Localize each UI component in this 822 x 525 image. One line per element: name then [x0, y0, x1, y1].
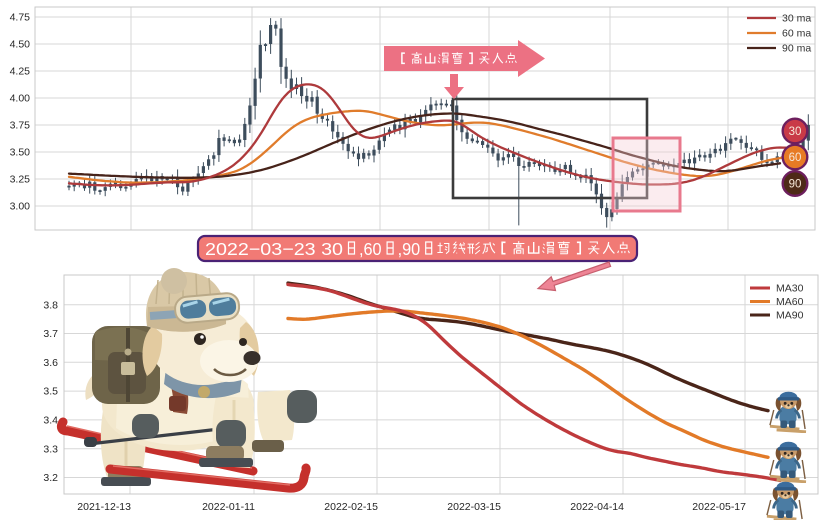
- svg-text:4.50: 4.50: [10, 39, 31, 51]
- svg-text:2022-05-17: 2022-05-17: [692, 501, 746, 513]
- svg-text:3.5: 3.5: [43, 386, 58, 398]
- svg-text:4.75: 4.75: [10, 12, 31, 24]
- svg-text:,60: ,60: [359, 239, 382, 259]
- svg-text:3.00: 3.00: [10, 201, 31, 213]
- svg-text:3.7: 3.7: [43, 328, 58, 340]
- svg-text:2022-01-11: 2022-01-11: [202, 501, 255, 513]
- svg-text:,90: ,90: [398, 239, 421, 259]
- svg-text:4.25: 4.25: [10, 66, 31, 78]
- svg-text:MA90: MA90: [776, 310, 804, 322]
- svg-text:60 ma: 60 ma: [782, 28, 811, 40]
- svg-text:3.6: 3.6: [43, 357, 58, 369]
- svg-text:3.8: 3.8: [43, 299, 58, 311]
- svg-text:60: 60: [789, 152, 802, 164]
- svg-text:3.3: 3.3: [43, 443, 58, 455]
- svg-text:30 ma: 30 ma: [782, 13, 811, 25]
- svg-text:2022-03-15: 2022-03-15: [447, 501, 501, 513]
- svg-text:2021-12-13: 2021-12-13: [77, 501, 131, 513]
- svg-text:3.50: 3.50: [10, 147, 31, 159]
- svg-text:3.2: 3.2: [43, 472, 58, 484]
- svg-text:4.00: 4.00: [10, 93, 31, 105]
- svg-text:2022−03−23 30: 2022−03−23 30: [205, 239, 343, 259]
- svg-text:3.75: 3.75: [10, 120, 31, 132]
- svg-text:MA60: MA60: [776, 296, 804, 308]
- svg-text:90: 90: [789, 179, 802, 191]
- svg-text:MA30: MA30: [776, 283, 804, 295]
- svg-text:3.4: 3.4: [43, 415, 58, 427]
- svg-text:2022-04-14: 2022-04-14: [570, 501, 624, 513]
- svg-text:30: 30: [789, 126, 802, 138]
- svg-text:90 ma: 90 ma: [782, 43, 811, 55]
- svg-text:3.25: 3.25: [10, 174, 31, 186]
- svg-text:2022-02-15: 2022-02-15: [324, 501, 378, 513]
